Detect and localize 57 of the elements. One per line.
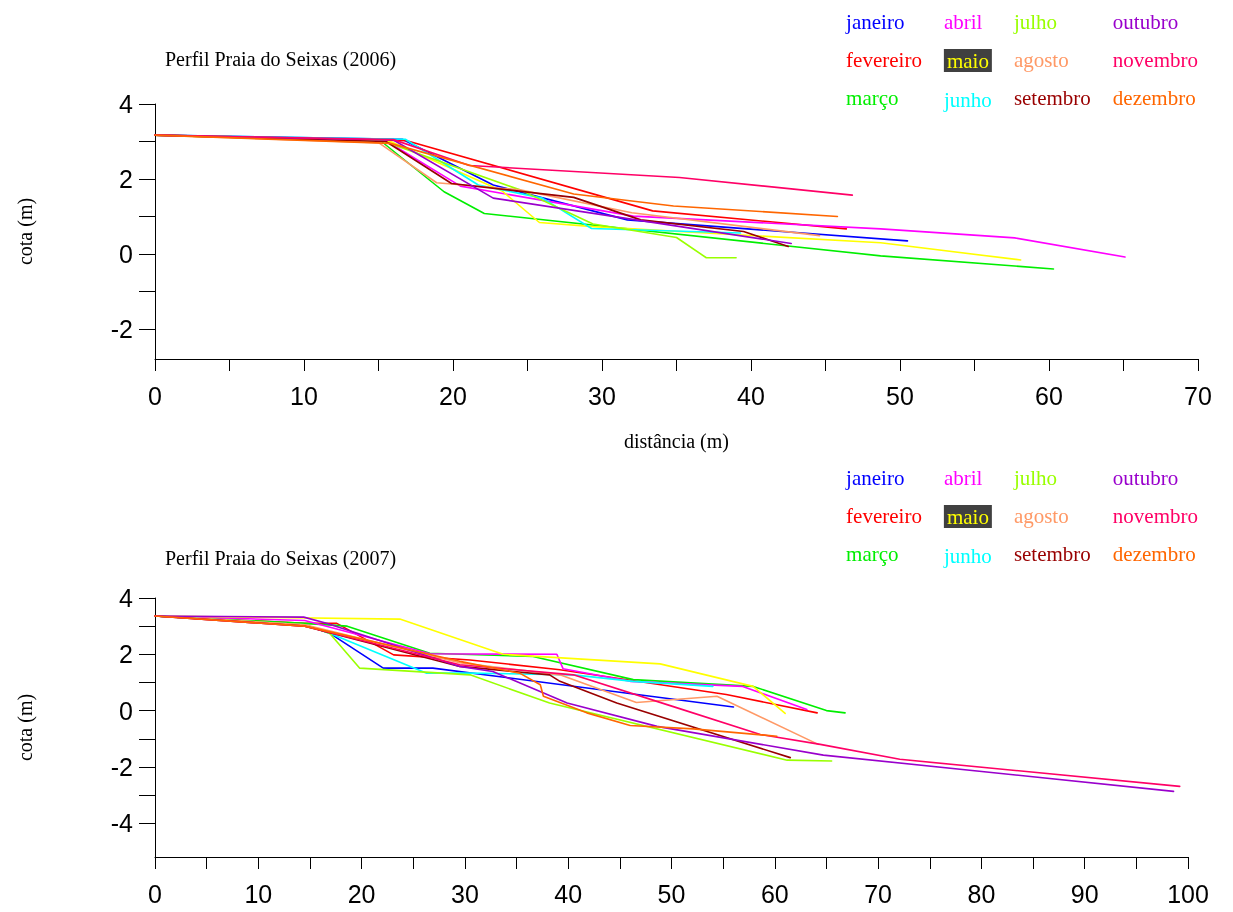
y-tick-label: 4 <box>119 90 134 118</box>
text: setembro <box>1013 85 1091 110</box>
x-tick-label: 0 <box>148 381 162 410</box>
text: março <box>846 541 899 566</box>
x-tick-label: 30 <box>588 381 616 410</box>
text: julho <box>1012 465 1058 490</box>
x-tick-label: 10 <box>290 381 318 410</box>
y-tick-label: 2 <box>119 165 133 193</box>
x-tick-label: 90 <box>1070 879 1099 908</box>
y-tick-label: 4 <box>119 584 134 612</box>
chart-title: Perfil Praia do Seixas (2006) <box>165 48 397 71</box>
text: junho <box>942 543 992 568</box>
text: outubro <box>1112 465 1179 490</box>
x-tick-label: 20 <box>439 381 467 410</box>
x-tick-label: 0 <box>148 879 162 908</box>
y-tick-label: 0 <box>119 240 133 268</box>
x-tick-label: 60 <box>760 879 789 908</box>
text: dezembro <box>1112 541 1196 566</box>
x-tick-label: 50 <box>657 879 686 908</box>
x-tick-label: 80 <box>967 879 996 908</box>
text: maio <box>946 504 989 529</box>
text: julho <box>1012 9 1058 34</box>
text: março <box>846 85 899 110</box>
y-tick-label: 2 <box>119 640 133 669</box>
text: outubro <box>1112 9 1179 34</box>
text: janeiro <box>845 465 905 490</box>
x-tick-label: 30 <box>450 879 479 908</box>
text: novembro <box>1112 47 1199 72</box>
text: abril <box>943 465 983 490</box>
x-tick-label: 40 <box>737 381 765 410</box>
x-tick-label: 20 <box>347 879 376 908</box>
text: fevereiro <box>846 503 922 528</box>
y-tick-label: -4 <box>110 809 134 838</box>
x-tick-label: 70 <box>864 879 893 908</box>
text: novembro <box>1112 503 1199 528</box>
text: setembro <box>1013 541 1091 566</box>
x-tick-label: 70 <box>1184 381 1212 410</box>
x-axis-title: distância (m) <box>624 430 729 453</box>
x-tick-label: 100 <box>1167 879 1209 908</box>
y-tick-label: 0 <box>119 696 133 725</box>
text: janeiro <box>845 9 905 34</box>
text: junho <box>942 87 992 112</box>
y-axis-title: cota (m) <box>14 197 37 266</box>
text: abril <box>943 9 983 34</box>
y-tick-label: -2 <box>110 315 133 343</box>
x-tick-label: 60 <box>1035 381 1063 410</box>
text: dezembro <box>1112 85 1196 110</box>
text: agosto <box>1013 47 1069 72</box>
text: agosto <box>1013 503 1069 528</box>
text: fevereiro <box>846 47 922 72</box>
y-tick-label: -2 <box>110 752 133 781</box>
text: maio <box>946 48 989 73</box>
y-axis-title: cota (m) <box>14 693 37 762</box>
chart-title: Perfil Praia do Seixas (2007) <box>165 547 397 570</box>
x-tick-label: 40 <box>554 879 583 908</box>
x-tick-label: 50 <box>886 381 914 410</box>
x-tick-label: 10 <box>244 879 273 908</box>
